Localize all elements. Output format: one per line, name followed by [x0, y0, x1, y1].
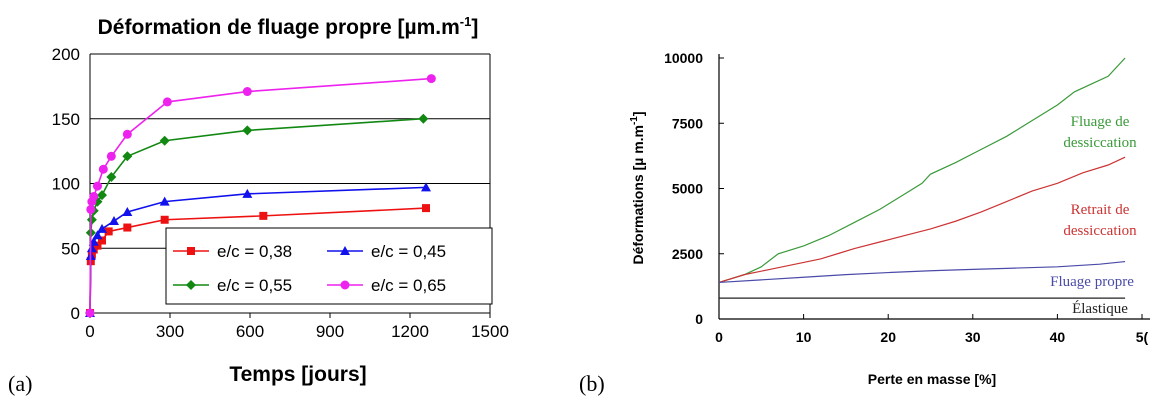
panel-a-legend-marker-e-c-0-45 [340, 246, 350, 255]
panel-b-x-tick-30: 30 [965, 329, 981, 345]
panel-a-legend-box [165, 227, 493, 305]
panel-a-point-e-c-0-38-5 [98, 236, 106, 245]
panel-b-line-retrait-de-dessiccation [718, 156, 1126, 284]
panel-b-x-tick-50: 5( [1136, 329, 1149, 345]
panel-a-point-e-c-0-45-9 [242, 188, 253, 198]
panel-a-series-e-c-0-65 [85, 74, 436, 318]
panel-b-label: (b) [579, 371, 605, 396]
panel-a-x-tick-1200: 1200 [391, 322, 429, 341]
panel-a-label: (a) [8, 371, 32, 396]
panel-b-series-label-fluage-propre: Fluage propre [1050, 274, 1134, 290]
panel-a-legend-marker-e-c-0-55 [186, 280, 196, 290]
panel-a-point-e-c-0-38-6 [104, 227, 113, 236]
panel-a-y-tick-200: 200 [52, 45, 80, 64]
panel-a-point-e-c-0-55-2 [86, 214, 97, 225]
panel-a-point-e-c-0-65-7 [122, 129, 132, 139]
panel-a-y-tick-0: 0 [71, 304, 80, 323]
panel-b-y-tick-5000: 5000 [672, 181, 703, 197]
panel-b-line-fluage-de-dessiccation [718, 57, 1126, 284]
panel-a-title: Déformation de fluage propre [µm.m-1] [98, 14, 479, 39]
panel-a-point-e-c-0-65-3 [89, 191, 99, 201]
panel-a-point-e-c-0-55-10 [418, 113, 429, 124]
panel-b-x-tick-0: 0 [715, 329, 723, 345]
panel-a-x-axis-label: Temps [jours] [229, 363, 366, 386]
panel-a-legend-marker-e-c-0-65 [340, 280, 350, 290]
panel-a-legend-item-e-c-0-45: e/c = 0,45 [327, 242, 446, 261]
panel-a-point-e-c-0-65-10 [426, 74, 436, 84]
panel-a-legend-label-e-c-0-55: e/c = 0,55 [217, 276, 292, 295]
panel-b-x-tick-10: 10 [796, 329, 812, 345]
panel-a-series [85, 74, 436, 318]
panel-a: Déformation de fluage propre [µm.m-1] 0 5… [8, 14, 509, 396]
panel-b-y-tick-0: 0 [695, 311, 703, 327]
panel-a-legend: e/c = 0,38 e/c = 0,45 e/c = 0,55 e/c = 0,65 [165, 227, 493, 305]
panel-a-point-e-c-0-45-4 [92, 230, 103, 240]
panel-a-legend-label-e-c-0-45: e/c = 0,45 [371, 242, 446, 261]
panel-a-point-e-c-0-38-7 [123, 223, 132, 232]
panel-b-y-axis-label: Déformations [µ m.m-1] [629, 111, 646, 264]
panel-b: 0 2500 5000 7500 10000 0 10 20 30 40 5( Fluage de d… [579, 50, 1150, 396]
panel-b-ticks: 0 2500 5000 7500 10000 0 10 20 30 40 5( [664, 50, 1150, 345]
panel-a-legend-label-e-c-0-38: e/c = 0,38 [217, 242, 292, 261]
panel-b-x-tick-40: 40 [1050, 329, 1066, 345]
panel-a-point-e-c-0-65-1 [86, 204, 96, 214]
panel-b-x-axis-label: Perte en masse [%] [868, 371, 996, 387]
panel-a-y-tick-100: 100 [52, 175, 80, 194]
panel-b-y-tick-10000: 10000 [664, 50, 703, 66]
panel-a-point-e-c-0-38-8 [160, 215, 169, 224]
panel-a-y-tick-50: 50 [61, 239, 80, 258]
panel-a-x-tick-900: 900 [316, 322, 344, 341]
panel-a-point-e-c-0-45-5 [97, 223, 107, 233]
panel-a-point-e-c-0-55-9 [242, 125, 253, 136]
panel-a-point-e-c-0-38-9 [259, 211, 268, 220]
panel-a-point-e-c-0-65-8 [162, 97, 172, 107]
panel-a-legend-item-e-c-0-65: e/c = 0,65 [327, 276, 446, 295]
panel-a-legend-item-e-c-0-38: e/c = 0,38 [173, 242, 292, 261]
panel-a-point-e-c-0-65-5 [98, 164, 108, 174]
panel-a-x-tick-0: 0 [85, 322, 94, 341]
panel-a-legend-label-e-c-0-65: e/c = 0,65 [371, 276, 446, 295]
panel-a-y-tick-150: 150 [52, 110, 80, 129]
panel-b-series-label-fluage-de-dessiccation: Fluage de dessiccation [1063, 114, 1137, 151]
panel-a-point-e-c-0-45-10 [421, 182, 431, 192]
panel-b-series-label-lastique: Élastique [1072, 300, 1128, 317]
panel-a-x-tick-600: 600 [236, 322, 264, 341]
panel-b-line-fluage-propre [718, 260, 1126, 284]
panel-b-y-tick-7500: 7500 [672, 115, 703, 131]
panel-a-legend-item-e-c-0-55: e/c = 0,55 [173, 276, 292, 295]
panel-a-point-e-c-0-38-10 [422, 204, 430, 213]
panel-b-y-tick-2500: 2500 [672, 246, 703, 262]
panel-a-x-tick-300: 300 [156, 322, 184, 341]
panel-b-x-tick-20: 20 [880, 329, 896, 345]
panel-b-series [718, 57, 1126, 299]
panel-b-series-labels: Fluage de dessiccation Retrait de dessiccat… [1050, 114, 1137, 317]
panel-a-x-tick-1500: 1500 [471, 322, 509, 341]
panel-a-legend-marker-e-c-0-38 [187, 247, 195, 255]
panel-a-ticks: 0 50 100 150 200 0 300 600 900 1200 1500 [52, 45, 509, 341]
panel-a-point-e-c-0-65-6 [106, 151, 116, 161]
panel-a-point-e-c-0-45-7 [122, 206, 133, 216]
panel-a-point-e-c-0-65-9 [242, 87, 252, 97]
panel-a-point-e-c-0-45-2 [86, 243, 97, 253]
panel-a-point-e-c-0-55-8 [159, 135, 170, 146]
panel-a-point-e-c-0-55-7 [122, 151, 133, 162]
panel-a-point-e-c-0-65-0 [85, 308, 95, 318]
panel-a-point-e-c-0-55-5 [97, 190, 107, 201]
panel-a-point-e-c-0-45-8 [159, 196, 170, 206]
panel-a-point-e-c-0-45-6 [109, 216, 119, 226]
panel-a-point-e-c-0-55-6 [106, 172, 117, 183]
panel-b-series-label-retrait-de-dessiccation: Retrait de dessiccation [1063, 202, 1137, 239]
panel-a-point-e-c-0-65-4 [92, 181, 102, 191]
panel-a-gridlines [89, 53, 491, 314]
